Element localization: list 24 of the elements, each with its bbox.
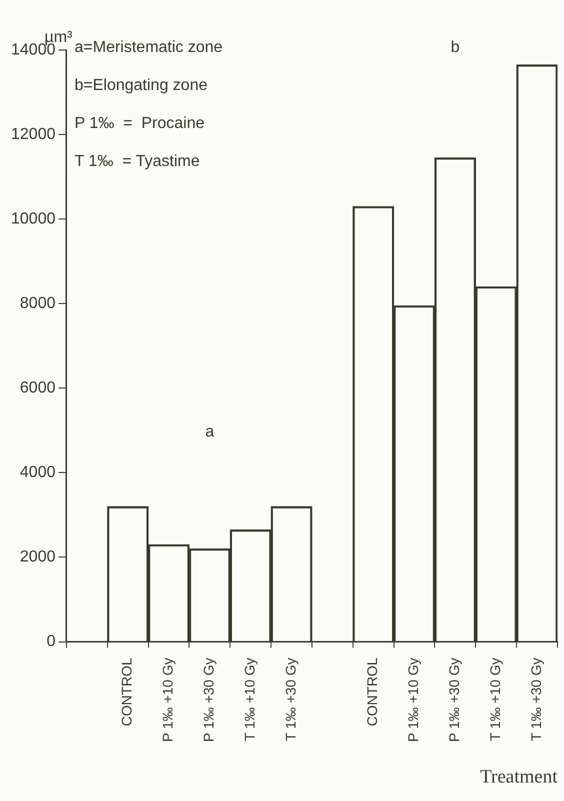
x-tick-label: T 1‰ +30 Gy <box>528 658 544 742</box>
x-axis-title: Treatment <box>480 766 558 788</box>
annotation: a=Meristematic zone <box>74 39 223 56</box>
annotation: a <box>205 424 214 441</box>
annotation: P 1‰ = Procaine <box>74 115 205 132</box>
annotation: b <box>450 39 460 56</box>
x-tick-label: CONTROL <box>118 658 135 726</box>
x-tick-label: P 1‰ +10 Gy <box>405 658 422 742</box>
x-tick-label: P 1‰ +30 Gy <box>446 658 462 742</box>
x-tick-label: P 1‰ +10 Gy <box>160 658 176 742</box>
x-tick-label: P 1‰ +30 Gy <box>200 658 217 742</box>
y-tick-label: 0 <box>46 633 56 650</box>
annotation: b=Elongating zone <box>74 77 208 94</box>
y-tick-label: 12000 <box>10 126 56 143</box>
x-tick-label: CONTROL <box>364 658 380 726</box>
y-tick-label: 2000 <box>20 548 56 566</box>
y-tick-label: 4000 <box>20 464 56 482</box>
x-tick-label: T 1‰ +30 Gy <box>282 658 298 742</box>
x-tick-label: T 1‰ +10 Gy <box>241 658 258 742</box>
y-tick-label: 6000 <box>20 380 56 397</box>
annotation: T 1‰ = Tyastime <box>74 153 200 170</box>
y-tick-label: 10000 <box>10 210 56 228</box>
y-tick-label: 8000 <box>20 295 56 312</box>
x-tick-label: T 1‰ +10 Gy <box>486 658 503 742</box>
